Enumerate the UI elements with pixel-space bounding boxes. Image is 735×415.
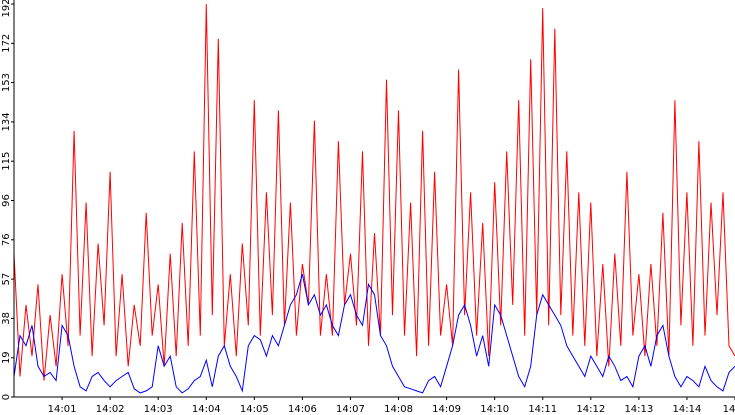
x-tick-label: 14:14 [673, 404, 702, 415]
x-tick-label: 14:10 [480, 404, 509, 415]
y-tick-label: 57 [1, 273, 12, 286]
x-tick-label: 14:06 [288, 404, 317, 415]
x-tick-label: 14:01 [48, 404, 77, 415]
x-tick-label: 14:03 [144, 404, 173, 415]
y-tick-label: 153 [1, 73, 12, 92]
y-tick-label: 76 [1, 233, 12, 246]
x-tick-label: 14 [723, 404, 735, 415]
y-tick-label: 172 [1, 34, 12, 53]
y-tick-label: 192 [1, 0, 12, 18]
y-tick-label: 134 [1, 112, 12, 131]
series-line [13, 3, 735, 381]
y-tick-label: 19 [1, 351, 12, 364]
x-tick-label: 14:11 [528, 404, 557, 415]
y-tick-label: 0 [1, 394, 12, 400]
x-tick-label: 14:04 [192, 404, 221, 415]
y-tick-label: 96 [1, 194, 12, 207]
y-tick-label: 115 [1, 152, 12, 171]
x-tick-label: 14:08 [384, 404, 413, 415]
x-tick-label: 14:13 [624, 404, 653, 415]
x-tick-label: 14:05 [240, 404, 269, 415]
series-line [13, 274, 735, 394]
y-tick-label: 38 [1, 312, 12, 325]
x-tick-label: 14:09 [432, 404, 461, 415]
x-tick-label: 14:02 [96, 404, 125, 415]
x-tick-label: 14:07 [336, 404, 365, 415]
x-tick-label: 14:12 [576, 404, 605, 415]
